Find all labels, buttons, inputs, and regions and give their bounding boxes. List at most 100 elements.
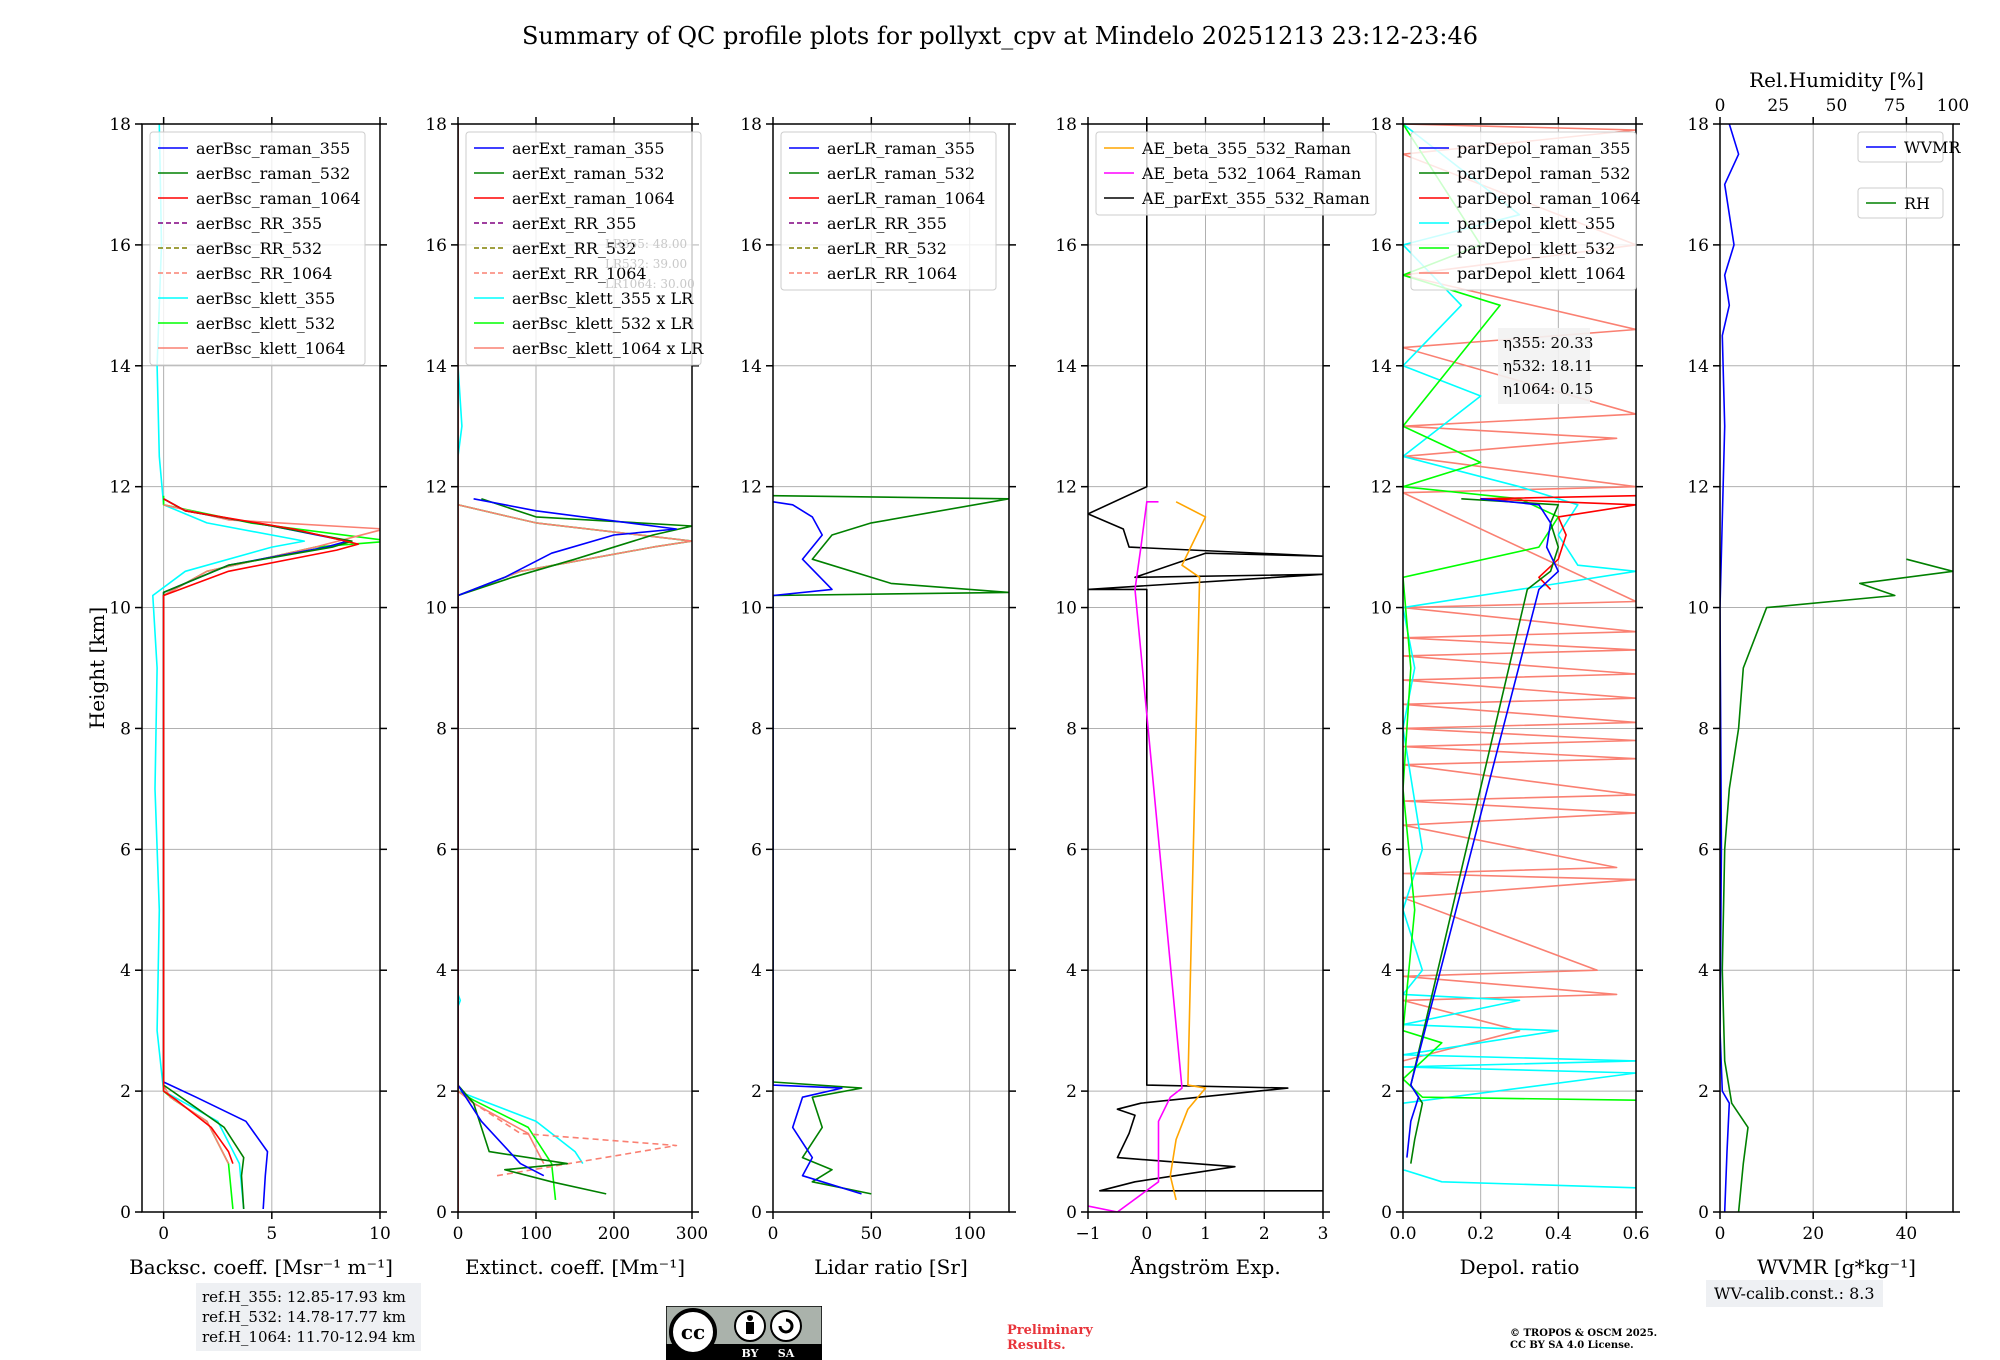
y-tick-label: 8 xyxy=(1066,719,1077,739)
x-tick-label: 0 xyxy=(1141,1224,1152,1244)
x-axis-label: Backsc. coeff. [Msr⁻¹ m⁻¹] xyxy=(129,1255,393,1279)
y-tick-label: 14 xyxy=(740,357,762,377)
legend-label: aerLR_raman_1064 xyxy=(827,189,985,208)
series-aerBsc_klett_1064 x LR xyxy=(458,504,692,1164)
cc-by-sa-icon: cc BY SA xyxy=(666,1306,822,1360)
series-parDepol_raman_355 xyxy=(1406,498,1560,1158)
y-tick-label: 14 xyxy=(1370,357,1392,377)
legend-label: aerLR_RR_532 xyxy=(827,239,947,258)
copyright-line-1: © TROPOS & OSCM 2025. xyxy=(1510,1328,1658,1339)
series-AE_parExt_355_532_Raman xyxy=(1088,124,1323,1192)
legend-label: aerBsc_klett_532 x LR xyxy=(512,314,694,333)
series-group xyxy=(1720,124,1953,1212)
legend-label: aerBsc_raman_355 xyxy=(196,139,350,158)
y-tick-label: 0 xyxy=(1698,1203,1709,1223)
legend-box xyxy=(1857,131,1944,163)
series-aerLR_raman_532 xyxy=(773,494,1009,1195)
y-tick-label: 6 xyxy=(1066,840,1077,860)
series-AE_beta_532_1064_Raman xyxy=(1088,500,1183,1212)
series-group xyxy=(458,124,692,1212)
legend: AE_beta_355_532_Raman AE_beta_532_1064_Ra… xyxy=(1095,131,1377,216)
y-tick-label: 18 xyxy=(740,115,762,135)
y-tick-label: 18 xyxy=(1370,115,1392,135)
y-tick-label: 10 xyxy=(1370,599,1392,619)
x-tick-label: 0.0 xyxy=(1389,1224,1416,1244)
y-tick-label: 16 xyxy=(1687,236,1709,256)
legend-label: aerBsc_RR_355 xyxy=(196,214,322,233)
y-tick-label: 0 xyxy=(751,1203,762,1223)
legend-label: aerExt_RR_1064 xyxy=(512,264,647,283)
legend-label: aerExt_RR_532 xyxy=(512,239,636,258)
legend-label: parDepol_klett_1064 xyxy=(1457,264,1626,283)
series-parDepol_klett_532 xyxy=(1403,124,1636,1101)
y-tick-label: 16 xyxy=(740,236,762,256)
y-tick-label: 14 xyxy=(1687,357,1709,377)
y-tick-label: 2 xyxy=(751,1082,762,1102)
series-parDepol_raman_1064 xyxy=(1479,494,1636,590)
x-tick-label: 3 xyxy=(1318,1224,1329,1244)
series-group xyxy=(152,124,380,1210)
series-parDepol_klett_355 xyxy=(1403,124,1636,1189)
legend-label: aerBsc_klett_355 xyxy=(196,289,335,308)
legend-label: parDepol_klett_532 xyxy=(1457,239,1615,258)
y-tick-label: 16 xyxy=(425,236,447,256)
y-tick-label: 18 xyxy=(109,115,131,135)
legend: aerLR_raman_355 aerLR_raman_532 aerLR_rama… xyxy=(780,131,997,291)
x-tick-label: 300 xyxy=(676,1224,708,1244)
cc-by-label: BY xyxy=(742,1347,759,1360)
x-tick-label: 100 xyxy=(520,1224,552,1244)
legend-label: aerExt_RR_355 xyxy=(512,214,636,233)
eta-box xyxy=(1498,328,1590,404)
y-tick-label: 10 xyxy=(109,599,131,619)
top-x-tick-label: 75 xyxy=(1884,96,1906,116)
y-tick-label: 2 xyxy=(436,1082,447,1102)
x-tick-label: 0.4 xyxy=(1545,1224,1572,1244)
legend-box xyxy=(1857,187,1944,219)
legend-box xyxy=(780,131,997,291)
legend-label: aerLR_raman_355 xyxy=(827,139,975,158)
series-RH xyxy=(1721,558,1953,1212)
x-tick-label: 0.6 xyxy=(1622,1224,1649,1244)
y-tick-label: 18 xyxy=(1687,115,1709,135)
eta-annotation: η355: 20.33 xyxy=(1503,334,1593,352)
ref-height-1064: ref.H_1064: 11.70-12.94 km xyxy=(202,1328,416,1346)
lidar-ratio-annotation: LR355: 48.00 xyxy=(605,237,687,251)
legend-label: aerLR_raman_532 xyxy=(827,164,975,183)
y-tick-label: 2 xyxy=(1698,1082,1709,1102)
x-tick-label: 200 xyxy=(598,1224,630,1244)
legend-box xyxy=(149,131,366,366)
top-x-tick-label: 50 xyxy=(1826,96,1848,116)
panel-2: 0 2 4 6 8 10 12 14 16 18 0 100 200 300 Extinct. coeff.… xyxy=(425,115,708,1279)
x-tick-label: 50 xyxy=(861,1224,883,1244)
eta-annotation: η532: 18.11 xyxy=(1503,357,1593,375)
y-tick-label: 0 xyxy=(436,1203,447,1223)
top-x-axis-label: Rel.Humidity [%] xyxy=(1749,68,1924,92)
y-tick-label: 6 xyxy=(436,840,447,860)
preliminary-line-2: Results. xyxy=(1007,1338,1066,1353)
axes-frame xyxy=(1402,123,1637,1213)
legend-label: aerBsc_RR_1064 xyxy=(196,264,332,283)
series-group xyxy=(1403,124,1636,1189)
copyright-note: © TROPOS & OSCM 2025. CC BY SA 4.0 Licen… xyxy=(1510,1328,1657,1352)
ref-height-532: ref.H_532: 14.78-17.77 km xyxy=(202,1308,406,1326)
x-tick-label: 40 xyxy=(1896,1224,1918,1244)
y-tick-label: 16 xyxy=(1370,236,1392,256)
panel-3: 0 2 4 6 8 10 12 14 16 18 0 50 100 Lidar ratio [Sr] aer… xyxy=(740,115,1016,1279)
series-aerBsc_klett_532 xyxy=(162,495,380,1210)
legend-label: aerExt_raman_355 xyxy=(512,139,665,158)
top-x-tick-label: 0 xyxy=(1715,96,1726,116)
ref-height-355: ref.H_355: 12.85-17.93 km xyxy=(202,1288,406,1306)
x-tick-label: 0 xyxy=(453,1224,464,1244)
x-tick-label: 0 xyxy=(768,1224,779,1244)
figure-title: Summary of QC profile plots for pollyxt_… xyxy=(521,22,1479,50)
legend-label: aerLR_RR_355 xyxy=(827,214,947,233)
y-tick-label: 8 xyxy=(120,719,131,739)
legend-label: aerBsc_raman_1064 xyxy=(196,189,361,208)
y-axis-label: Height [km] xyxy=(85,607,109,729)
y-tick-label: 16 xyxy=(109,236,131,256)
legend-label: aerBsc_klett_355 x LR xyxy=(512,289,694,308)
lidar-ratio-annotation: LR532: 39.00 xyxy=(605,257,687,271)
x-axis-label: Depol. ratio xyxy=(1460,1255,1580,1279)
legend-label: aerBsc_RR_532 xyxy=(196,239,322,258)
